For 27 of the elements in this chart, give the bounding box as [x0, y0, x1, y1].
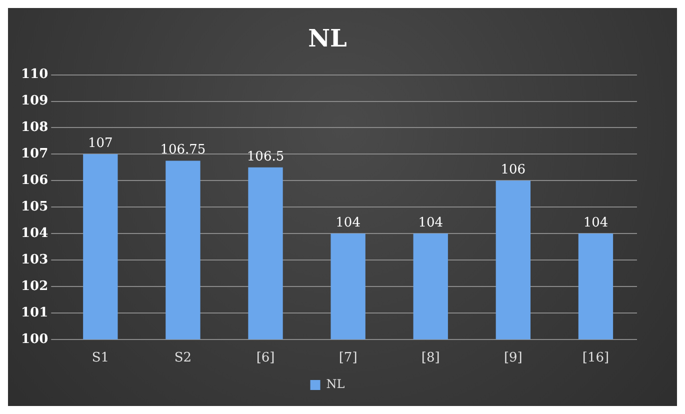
y-tick-label: 104 [20, 226, 48, 241]
y-tick-label: 105 [20, 199, 48, 214]
x-tick-label: S1 [92, 350, 110, 366]
y-tick-label: 103 [20, 252, 48, 268]
data-label: 107 [88, 136, 113, 152]
y-tick-label: 110 [20, 67, 48, 82]
y-tick-label: 108 [20, 120, 48, 136]
y-tick-label: 107 [20, 146, 48, 162]
data-label: 104 [418, 215, 444, 230]
chart-title: NL [308, 24, 348, 53]
data-label: 104 [583, 215, 608, 230]
x-tick-label: [9] [504, 350, 522, 366]
y-tick-label: 101 [20, 305, 48, 320]
x-tick-label: [8] [421, 350, 440, 366]
data-label: 106.5 [246, 149, 284, 164]
y-tick-label: 109 [20, 94, 48, 109]
y-tick-label: 102 [20, 278, 48, 294]
y-tick-label: 100 [20, 332, 48, 347]
y-tick-label: 106 [20, 173, 48, 188]
data-label: 104 [336, 215, 360, 230]
data-label: 106 [500, 162, 526, 178]
x-tick-label: [16] [582, 350, 610, 366]
x-tick-label: S2 [174, 350, 192, 366]
legend-label: NL [326, 377, 345, 392]
x-tick-label: [7] [338, 350, 358, 366]
x-tick-label: [6] [256, 350, 275, 366]
data-label: 106.75 [160, 142, 206, 158]
